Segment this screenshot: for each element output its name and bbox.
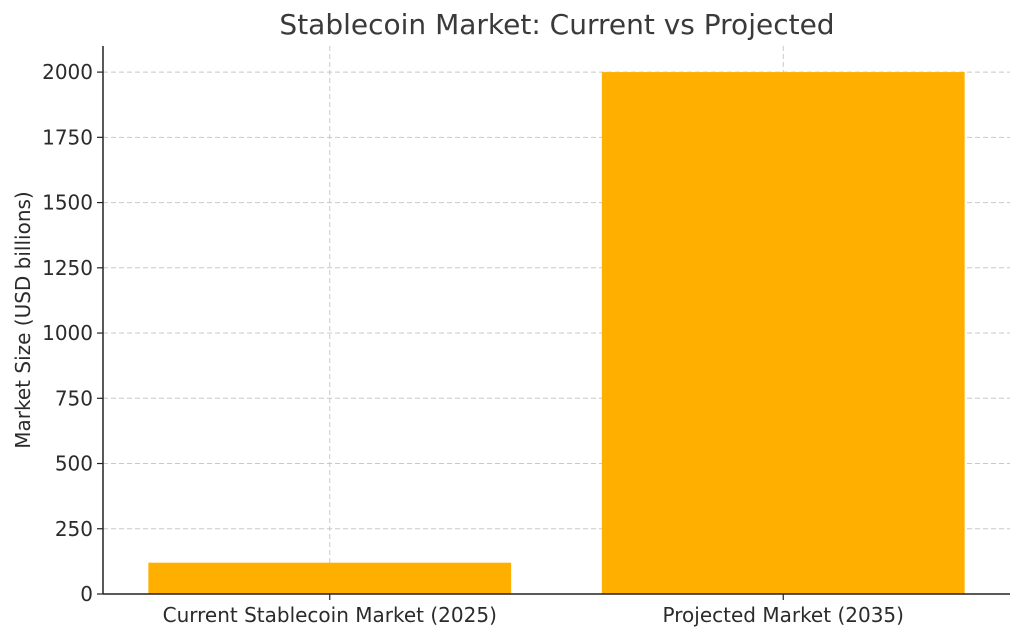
y-axis-ticks: 0 250 500 750 1000 1250 1500 1750 2000	[42, 60, 103, 606]
y-tick-label: 500	[55, 452, 93, 476]
y-tick-label: 1250	[42, 256, 93, 280]
y-tick-label: 1500	[42, 191, 93, 215]
bars	[148, 72, 965, 595]
y-tick-label: 2000	[42, 60, 93, 84]
y-tick-label: 750	[55, 386, 93, 410]
y-axis-label: Market Size (USD billions)	[11, 191, 35, 448]
bar	[148, 562, 512, 594]
x-tick-label: Projected Market (2035)	[663, 603, 904, 627]
y-tick-label: 1750	[42, 125, 93, 149]
y-tick-label: 250	[55, 517, 93, 541]
x-axis-ticks: Current Stablecoin Market (2025) Projecte…	[163, 594, 904, 627]
chart-title: Stablecoin Market: Current vs Projected	[279, 8, 834, 41]
bar	[601, 72, 965, 595]
y-tick-label: 1000	[42, 321, 93, 345]
y-tick-label: 0	[80, 582, 93, 606]
x-tick-label: Current Stablecoin Market (2025)	[163, 603, 497, 627]
